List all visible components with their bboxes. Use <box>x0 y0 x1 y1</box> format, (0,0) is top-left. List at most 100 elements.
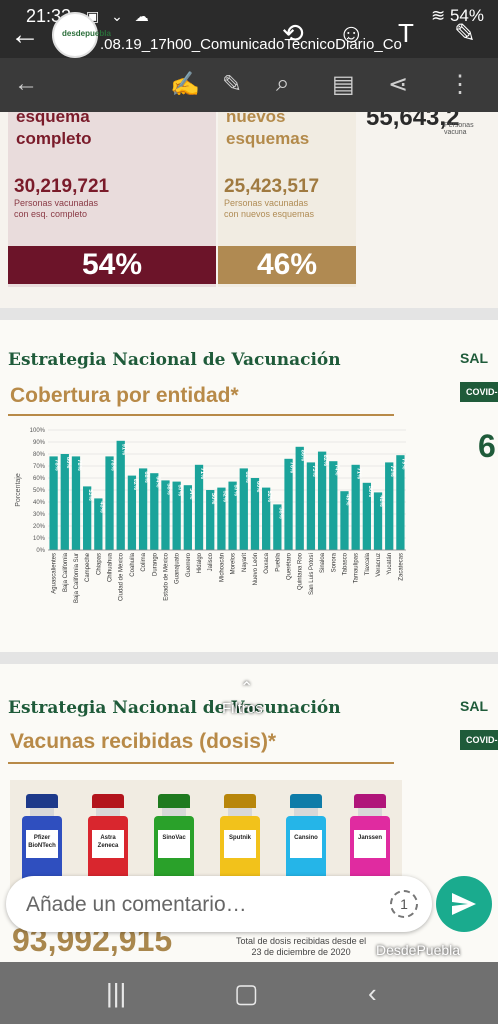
total-dosis-caption: Total de dosis recibidas desde el 23 de … <box>236 936 367 957</box>
back-nav-button[interactable]: ‹ <box>368 978 377 1008</box>
battery-text: 54% <box>449 6 484 25</box>
filters-button[interactable]: Filtros <box>222 700 263 717</box>
bar-value-label: 73% <box>311 465 317 476</box>
y-tick-label: 20% <box>33 524 46 530</box>
bar <box>172 481 181 550</box>
bar-value-label: 68% <box>143 471 149 482</box>
y-tick-label: 80% <box>33 452 46 458</box>
reader-mode-icon[interactable]: ▤ <box>332 71 355 98</box>
x-tick-label: Aguascalientes <box>52 553 58 594</box>
wifi-icon: ≋ <box>430 6 446 25</box>
bar-value-label: 50% <box>210 493 216 504</box>
total-vacunados-sub: Personas vacuna <box>444 122 474 136</box>
x-tick-label: Colima <box>141 552 147 571</box>
slide-title: Estrategia Nacional de Vacunación <box>8 350 341 370</box>
x-tick-label: Sonora <box>331 552 337 572</box>
bar <box>116 440 125 550</box>
x-tick-label: Tlaxcala <box>365 552 371 575</box>
app-logo: desdepuebla <box>52 12 111 58</box>
x-tick-label: Quintana Roo <box>298 552 304 590</box>
bar-value-label: 64% <box>154 476 160 487</box>
text-icon[interactable]: T <box>398 18 414 48</box>
bar-value-label: 52% <box>221 491 227 502</box>
y-tick-label: 0% <box>36 548 45 554</box>
bar <box>385 462 394 550</box>
bar-value-label: 71% <box>356 468 362 479</box>
bar-value-label: 60% <box>255 481 261 492</box>
subtitle-underline <box>8 414 394 416</box>
bar-value-label: 78% <box>110 459 116 470</box>
draw-icon[interactable]: ✎ <box>222 71 243 98</box>
vial-cap <box>290 794 322 808</box>
y-tick-label: 30% <box>33 512 46 518</box>
x-tick-label: Morelos <box>231 553 237 574</box>
recent-apps-button[interactable]: ||| <box>106 978 127 1008</box>
vial-neck <box>358 808 382 816</box>
x-tick-label: Guerrero <box>186 552 192 577</box>
bar <box>94 498 103 550</box>
x-tick-label: Chihuahua <box>108 552 114 582</box>
bar-value-label: 71% <box>199 468 205 479</box>
bar-value-label: 80% <box>65 457 71 468</box>
app-logo-text: desdepuebla <box>62 29 111 38</box>
timer-icon[interactable]: 1 <box>390 890 418 918</box>
x-tick-label: Tabasco <box>342 552 348 575</box>
vial-cap <box>158 794 190 808</box>
x-tick-label: Nuevo León <box>253 553 259 585</box>
bar <box>295 446 304 550</box>
bar-value-label: 68% <box>244 471 250 482</box>
bar-value-label: 73% <box>389 465 395 476</box>
vial-neck <box>30 808 54 816</box>
back-button[interactable]: ← <box>10 18 40 51</box>
x-tick-label: Zacatecas <box>398 553 404 581</box>
y-tick-label: 70% <box>33 464 46 470</box>
bar <box>340 491 349 550</box>
x-tick-label: Michoacán <box>219 553 225 582</box>
bar-value-label: 78% <box>54 459 60 470</box>
vial-cap <box>354 794 386 808</box>
home-button[interactable]: ▢ <box>234 978 259 1008</box>
bar <box>228 481 237 550</box>
document-view[interactable]: esquema completo nuevos esquemas 30,219,… <box>0 112 498 962</box>
chevron-up-icon[interactable]: ⌃ <box>240 680 254 697</box>
search-icon[interactable]: ⌕ <box>276 70 290 97</box>
x-tick-label: Jalisco <box>208 552 214 571</box>
bar-value-label: 62% <box>132 479 138 490</box>
rotate-icon[interactable]: ⟲ <box>282 18 304 48</box>
document-title: .08.19_17h00_ComunicadoTecnicoDiario_Co <box>100 36 402 53</box>
notification-icons: ▣ ⌄ ☁ <box>86 8 153 24</box>
bar <box>362 482 371 550</box>
send-button[interactable] <box>436 876 492 932</box>
bar-value-label: 91% <box>121 444 127 455</box>
highlight-icon[interactable]: ✍ <box>170 71 200 98</box>
share-icon[interactable]: ⋖ <box>388 71 409 98</box>
vial-cap <box>26 794 58 808</box>
x-tick-label: Puebla <box>275 552 281 571</box>
bar-value-label: 78% <box>76 459 82 470</box>
slide-subtitle: Vacunas recibidas (dosis)* <box>10 730 277 753</box>
y-tick-label: 10% <box>33 536 46 542</box>
x-tick-label: Campeche <box>85 552 91 582</box>
x-tick-label: Tamaulipas <box>354 553 360 583</box>
smiley-icon[interactable]: ☺ <box>338 18 365 48</box>
bar <box>127 475 137 550</box>
more-options-icon[interactable]: ⋮ <box>448 71 472 98</box>
comment-input[interactable] <box>26 892 366 918</box>
y-tick-label: 60% <box>33 476 46 482</box>
percent-right: 46% <box>218 246 356 284</box>
percent-left: 54% <box>8 246 216 284</box>
pencil-icon[interactable]: ✎ <box>454 18 476 48</box>
count-nuevos-esquemas: 25,423,517 <box>224 176 320 197</box>
covid-tag: COVID- <box>460 730 498 750</box>
x-tick-label: Chiapas <box>96 553 102 575</box>
x-tick-label: Estado de México <box>163 552 169 600</box>
subtitle-underline <box>8 762 394 764</box>
page-divider <box>0 308 498 320</box>
x-tick-label: Durango <box>152 552 158 576</box>
bar <box>262 487 271 550</box>
salud-logo: SAL <box>460 350 488 366</box>
bar <box>317 451 327 550</box>
bar-value-label: 79% <box>400 458 406 469</box>
back-arrow-icon[interactable]: ← <box>14 70 38 97</box>
x-tick-label: Baja California Sur <box>74 553 80 603</box>
